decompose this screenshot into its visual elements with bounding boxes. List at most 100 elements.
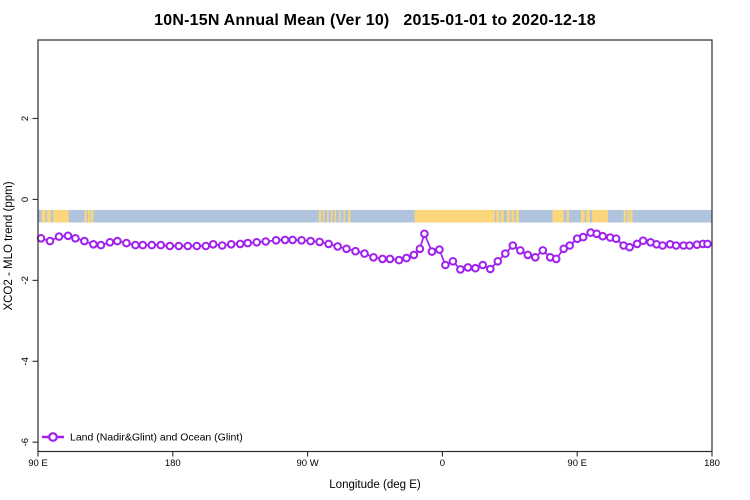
data-point <box>448 257 458 266</box>
map-band-land-segment <box>46 209 51 223</box>
data-point <box>54 232 64 241</box>
y-axis-title: XCO2 - MLO trend (ppm) <box>3 181 15 310</box>
y-tick-label: 2 <box>20 116 31 121</box>
y-tick-label: -6 <box>20 438 31 446</box>
data-point <box>183 241 193 251</box>
map-band-land-segment <box>327 209 329 223</box>
legend-marker-icon <box>48 432 58 442</box>
data-point <box>226 240 236 249</box>
plot-frame <box>37 39 713 453</box>
map-band-land-segment <box>627 209 630 223</box>
data-point <box>71 234 80 243</box>
data-point <box>315 237 324 247</box>
map-band-land-segment <box>586 209 590 223</box>
x-axis-title: Longitude (deg E) <box>329 479 421 491</box>
data-point <box>333 242 342 251</box>
x-tick-label: 180 <box>704 458 720 469</box>
data-point <box>342 244 351 254</box>
data-point <box>208 240 218 249</box>
data-point <box>478 260 488 270</box>
x-tick-label: 90 W <box>297 458 319 469</box>
map-band-land-segment <box>330 209 333 223</box>
data-point <box>486 264 495 274</box>
data-point <box>578 232 588 242</box>
data-point <box>409 250 419 260</box>
data-point <box>456 265 465 274</box>
map-band-land-segment <box>511 209 515 223</box>
data-point <box>378 254 387 264</box>
data-point <box>252 238 262 247</box>
data-point <box>611 234 621 243</box>
x-tick-label: 90 E <box>567 458 587 469</box>
map-band-land-segment <box>41 209 46 223</box>
map-band-land-segment <box>414 209 495 223</box>
data-point <box>243 238 252 248</box>
data-point <box>427 247 437 256</box>
legend-label: Land (Nadir&Glint) and Ocean (Glint) <box>70 432 243 444</box>
data-point <box>501 249 510 258</box>
data-point <box>113 236 122 246</box>
data-point <box>324 239 333 249</box>
map-band-land-segment <box>515 209 519 223</box>
map-band-land-segment <box>496 209 500 223</box>
data-point <box>415 244 425 254</box>
data-point <box>638 236 648 245</box>
map-band-land-segment <box>91 209 94 223</box>
map-band-land-segment <box>592 209 608 223</box>
x-tick-label: 180 <box>165 458 181 469</box>
data-point <box>598 231 608 241</box>
plot-area: 90 E 180 90 W 0 90 E 180 2 0 -2 -4 -6 <box>20 39 720 469</box>
data-point <box>369 252 378 262</box>
chart-title: 10N-15N Annual Mean (Ver 10) 2015-01-01 … <box>154 12 596 29</box>
data-point <box>351 246 360 256</box>
map-band-land-segment <box>348 209 351 223</box>
map-band-land-segment <box>343 209 346 223</box>
data-point <box>165 241 175 251</box>
data-point <box>531 252 540 262</box>
data-point <box>441 260 450 270</box>
data-point <box>174 241 184 251</box>
data-point <box>703 239 712 249</box>
data-point <box>96 240 106 250</box>
data-point <box>671 241 681 250</box>
data-point <box>122 238 131 248</box>
data-point <box>138 240 148 250</box>
map-band-land-segment <box>88 209 91 223</box>
data-point <box>538 246 548 255</box>
data-point <box>523 250 533 260</box>
data-point <box>516 246 525 255</box>
map-band-land-segment <box>552 209 564 223</box>
x-tick-label: 90 E <box>28 458 48 469</box>
data-point <box>297 236 306 245</box>
data-point <box>420 229 429 239</box>
data-point <box>261 237 271 246</box>
data-point <box>288 235 297 245</box>
data-point <box>658 241 667 250</box>
data-point <box>685 241 694 250</box>
data-point <box>402 253 411 263</box>
map-band-land-segment <box>630 209 633 223</box>
data-point <box>625 242 634 252</box>
data-point <box>89 240 98 249</box>
data-point <box>201 241 211 251</box>
map-band-land-segment <box>334 209 337 223</box>
data-point <box>45 236 55 246</box>
data-point <box>385 254 395 264</box>
map-band-land-segment <box>580 209 585 223</box>
data-point <box>217 241 227 250</box>
data-point <box>271 236 281 245</box>
x-tick-label: 0 <box>440 458 445 469</box>
y-tick-label: -4 <box>20 357 31 365</box>
data-point <box>156 240 166 250</box>
data-point <box>131 240 140 250</box>
data-point <box>192 241 202 251</box>
map-band-ocean <box>38 209 712 223</box>
map-band-land-segment <box>84 209 87 223</box>
data-point <box>435 245 444 254</box>
data-point <box>63 231 73 241</box>
map-band-land-segment <box>506 209 510 223</box>
data-point <box>360 249 369 258</box>
data-point <box>306 236 315 246</box>
